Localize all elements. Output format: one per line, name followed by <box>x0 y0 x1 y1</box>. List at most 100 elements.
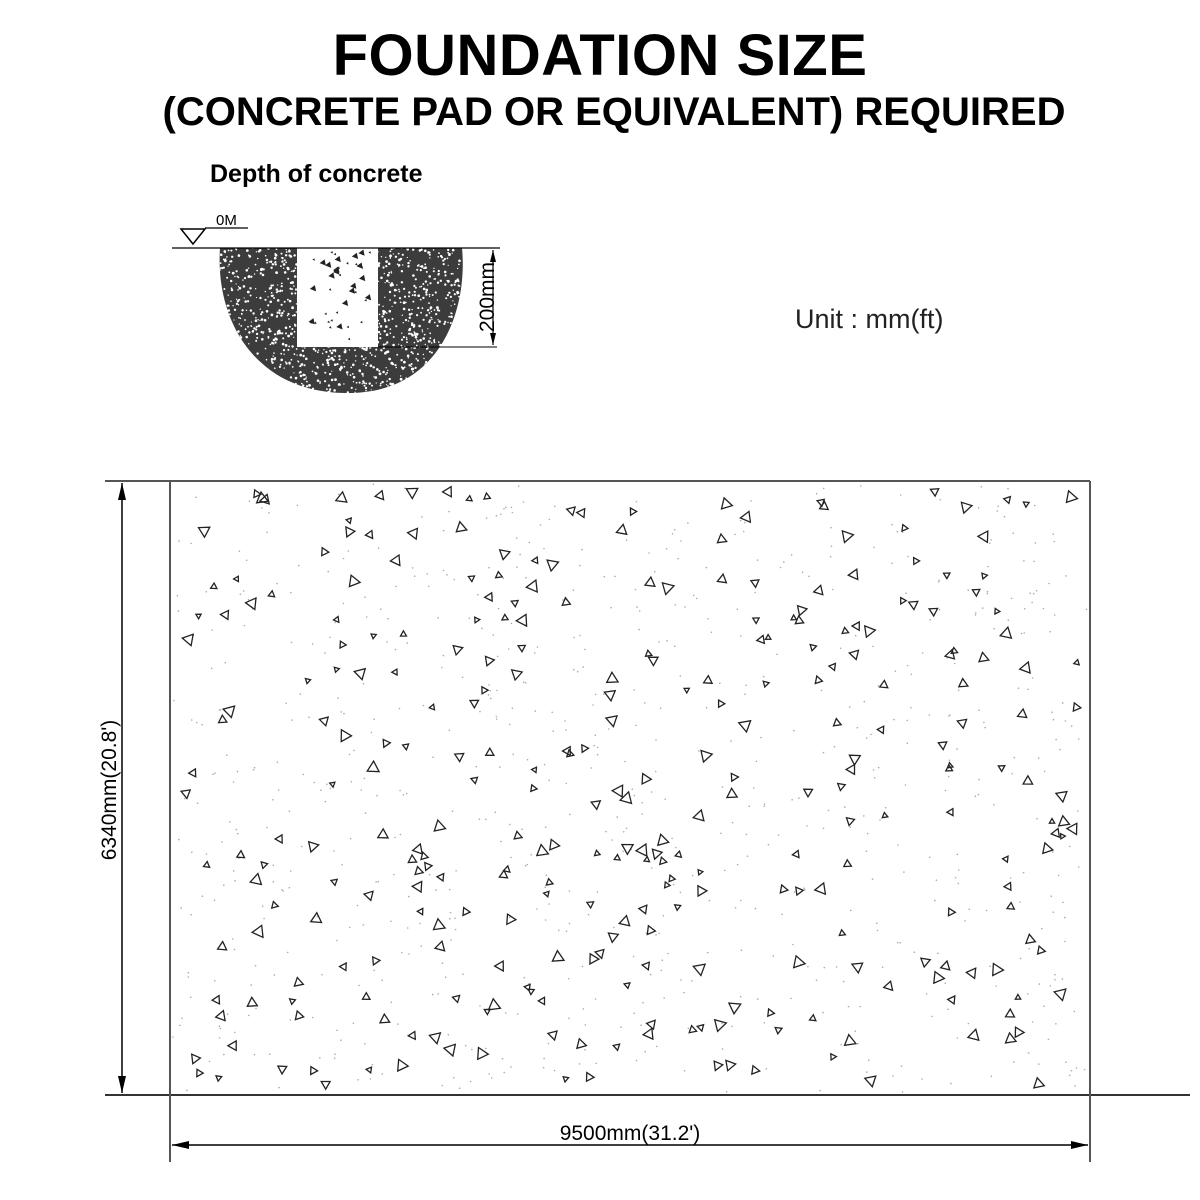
pad-dot <box>724 869 726 872</box>
gravel-speck <box>249 294 252 297</box>
gravel-speck <box>250 321 252 323</box>
gravel-speck <box>440 256 444 259</box>
aggregate-triangle <box>643 575 656 588</box>
gravel-speck <box>426 309 430 312</box>
pad-dot <box>1013 756 1016 759</box>
pad-dot <box>362 683 365 685</box>
gravel-speck <box>450 315 453 319</box>
pad-dot <box>449 911 452 914</box>
aggregate-triangle <box>848 649 860 661</box>
gravel-speck <box>406 341 408 344</box>
gravel-speck <box>266 261 268 264</box>
pad-dot <box>347 550 350 552</box>
pad-dot <box>736 863 739 866</box>
pad-dot <box>394 648 397 651</box>
gravel-speck <box>331 370 333 372</box>
pad-dot <box>901 1091 904 1093</box>
gravel-speck <box>338 358 341 361</box>
pad-dot <box>1034 504 1036 507</box>
gravel-speck <box>263 318 267 322</box>
aggregate-triangle <box>546 559 560 573</box>
gravel-speck <box>294 382 297 385</box>
gravel-speck <box>427 284 429 286</box>
pad-dot <box>496 655 499 658</box>
gravel-speck <box>290 332 293 336</box>
pad-dot <box>777 834 780 836</box>
pad-dot <box>1017 687 1020 689</box>
pad-dot <box>348 753 351 756</box>
gravel-speck <box>328 372 332 376</box>
gravel-speck <box>253 327 256 330</box>
gravel-speck <box>444 283 447 286</box>
gravel-speck <box>386 350 390 354</box>
pad-dot <box>1078 866 1080 868</box>
aggregate-triangle <box>545 877 555 886</box>
aggregate-triangle <box>484 655 496 668</box>
pad-dot <box>502 577 505 580</box>
pad-dot <box>387 617 389 620</box>
aggregate-triangle <box>692 963 707 977</box>
aggregate-triangle <box>1059 832 1067 841</box>
aggregate-triangle <box>847 568 859 581</box>
gravel-speck <box>368 382 371 385</box>
pad-dot <box>364 1043 366 1045</box>
gravel-speck <box>290 358 293 361</box>
gravel-speck <box>256 269 259 272</box>
gravel-speck <box>429 306 433 309</box>
aggregate-triangle <box>842 858 853 868</box>
pad-dot <box>937 952 939 955</box>
pad-dot <box>448 510 450 513</box>
aggregate-triangle <box>808 1013 817 1022</box>
aggregate-triangle <box>406 1030 417 1041</box>
gravel-speck <box>379 333 382 335</box>
gravel-speck <box>410 365 412 368</box>
aggregate-triangle <box>416 907 424 916</box>
gravel-speck <box>400 359 403 362</box>
gravel-speck <box>408 328 411 332</box>
gravel-speck <box>385 384 388 386</box>
pad-dot <box>381 979 383 981</box>
gravel-speck <box>345 371 349 374</box>
pad-dot <box>964 920 966 922</box>
gravel-speck <box>329 388 332 391</box>
aggregate-triangle <box>739 510 752 524</box>
pad-dot <box>352 1022 355 1025</box>
aggregate-triangle <box>575 1037 588 1050</box>
pad-dot <box>496 689 498 692</box>
gravel-speck <box>452 289 454 291</box>
pad-dot <box>793 729 795 732</box>
aggregate-triangle <box>1014 1026 1026 1039</box>
gravel-speck <box>300 363 304 366</box>
pad-dot <box>461 676 464 679</box>
gravel-speck <box>280 265 282 268</box>
aggregate-triangle <box>366 759 381 773</box>
gravel-speck <box>427 340 431 343</box>
pad-dot <box>453 578 456 581</box>
gravel-speck <box>448 315 451 318</box>
gravel-speck <box>424 249 427 253</box>
gravel-speck <box>302 373 306 377</box>
pad-dot <box>490 1077 493 1079</box>
aggregate-triangle <box>469 776 479 785</box>
gravel-speck <box>334 355 336 358</box>
pad-dot <box>565 930 568 933</box>
pad-dot <box>208 1060 211 1063</box>
gravel-speck <box>389 328 392 330</box>
aggregate-mark <box>350 282 357 289</box>
pad-dot <box>205 853 208 855</box>
pad-dot <box>324 800 327 803</box>
pad-dot <box>1069 1074 1071 1077</box>
gravel-speck <box>270 266 273 269</box>
pad-dot <box>894 670 897 672</box>
pad-dot <box>790 554 793 556</box>
aggregate-triangle <box>276 1065 288 1076</box>
gravel-speck <box>343 362 345 364</box>
gravel-speck <box>389 283 393 287</box>
pad-dot <box>876 922 878 925</box>
pad-dot <box>640 1024 642 1026</box>
aggregate-triangle <box>651 848 664 861</box>
gravel-speck <box>374 376 378 379</box>
pad-dot <box>857 1042 859 1045</box>
pad-dot <box>324 652 326 654</box>
